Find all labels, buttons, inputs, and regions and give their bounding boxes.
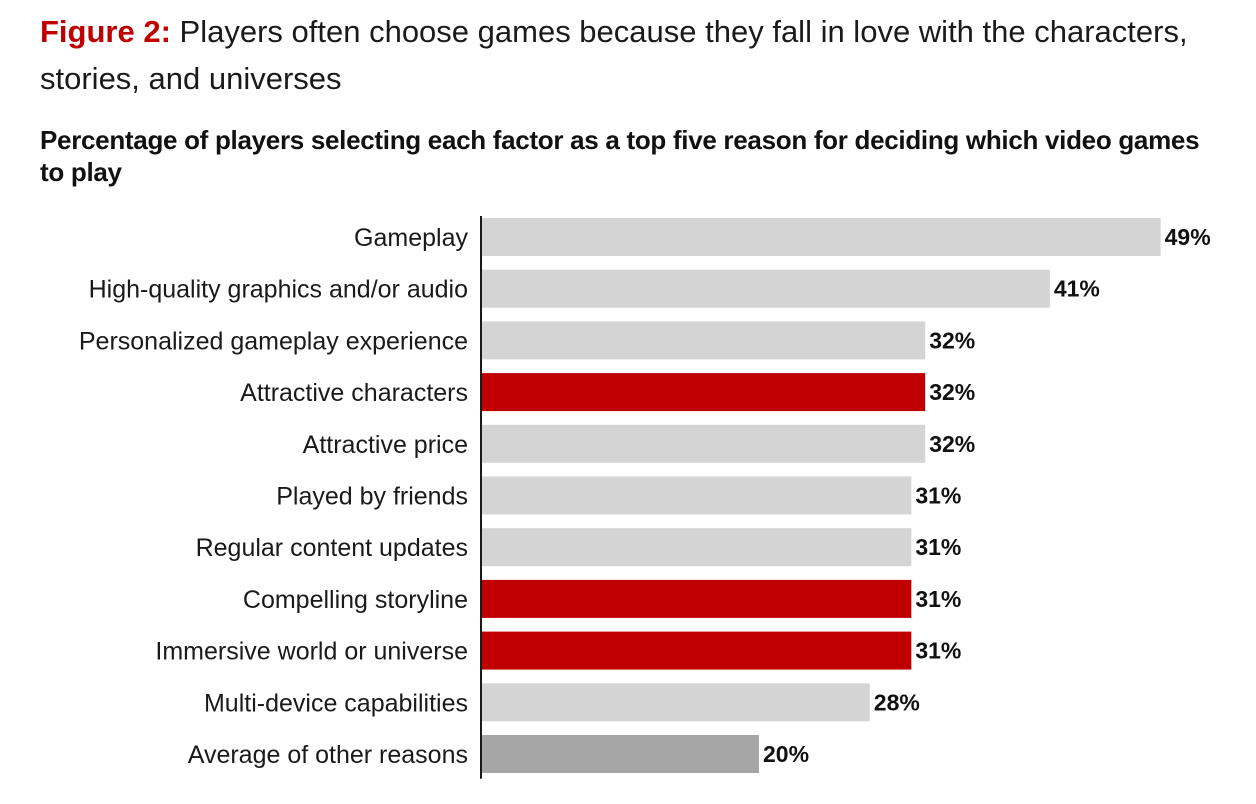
value-label: 31% — [915, 534, 961, 560]
value-label: 20% — [763, 741, 809, 767]
category-label: Attractive price — [303, 431, 468, 459]
bar — [482, 218, 1161, 256]
bar — [482, 528, 912, 567]
value-label: 49% — [1165, 224, 1211, 250]
bar — [482, 683, 870, 722]
value-label: 41% — [1054, 276, 1100, 302]
value-label: 31% — [915, 483, 961, 509]
bar — [482, 579, 912, 618]
category-label: Compelling storyline — [243, 586, 468, 614]
value-label: 28% — [874, 689, 920, 715]
category-label: Average of other reasons — [188, 741, 468, 769]
value-label: 31% — [915, 638, 961, 664]
bar — [482, 321, 926, 360]
value-label: 32% — [929, 327, 975, 353]
bar — [482, 373, 926, 412]
bar — [482, 631, 912, 670]
value-label: 32% — [929, 431, 975, 457]
bar — [482, 476, 912, 515]
category-label: Attractive characters — [240, 379, 468, 407]
chart-title: Percentage of players selecting each fac… — [40, 125, 1200, 187]
bar — [482, 424, 926, 463]
category-label: High-quality graphics and/or audio — [89, 276, 468, 304]
category-label: Personalized gameplay experience — [79, 327, 468, 355]
figure-title-text: Players often choose games because they … — [40, 14, 1188, 96]
category-label: Played by friends — [276, 483, 468, 511]
value-label: 32% — [929, 379, 975, 405]
category-label: Gameplay — [354, 224, 468, 252]
figure-label: Figure 2: — [40, 14, 171, 49]
category-label: Multi-device capabilities — [204, 689, 468, 717]
category-label: Immersive world or universe — [155, 638, 468, 666]
value-label: 31% — [915, 586, 961, 612]
figure-title: Figure 2: Players often choose games bec… — [40, 8, 1220, 102]
category-label: Regular content updates — [196, 534, 468, 562]
bar — [482, 735, 759, 773]
bar — [482, 269, 1050, 308]
